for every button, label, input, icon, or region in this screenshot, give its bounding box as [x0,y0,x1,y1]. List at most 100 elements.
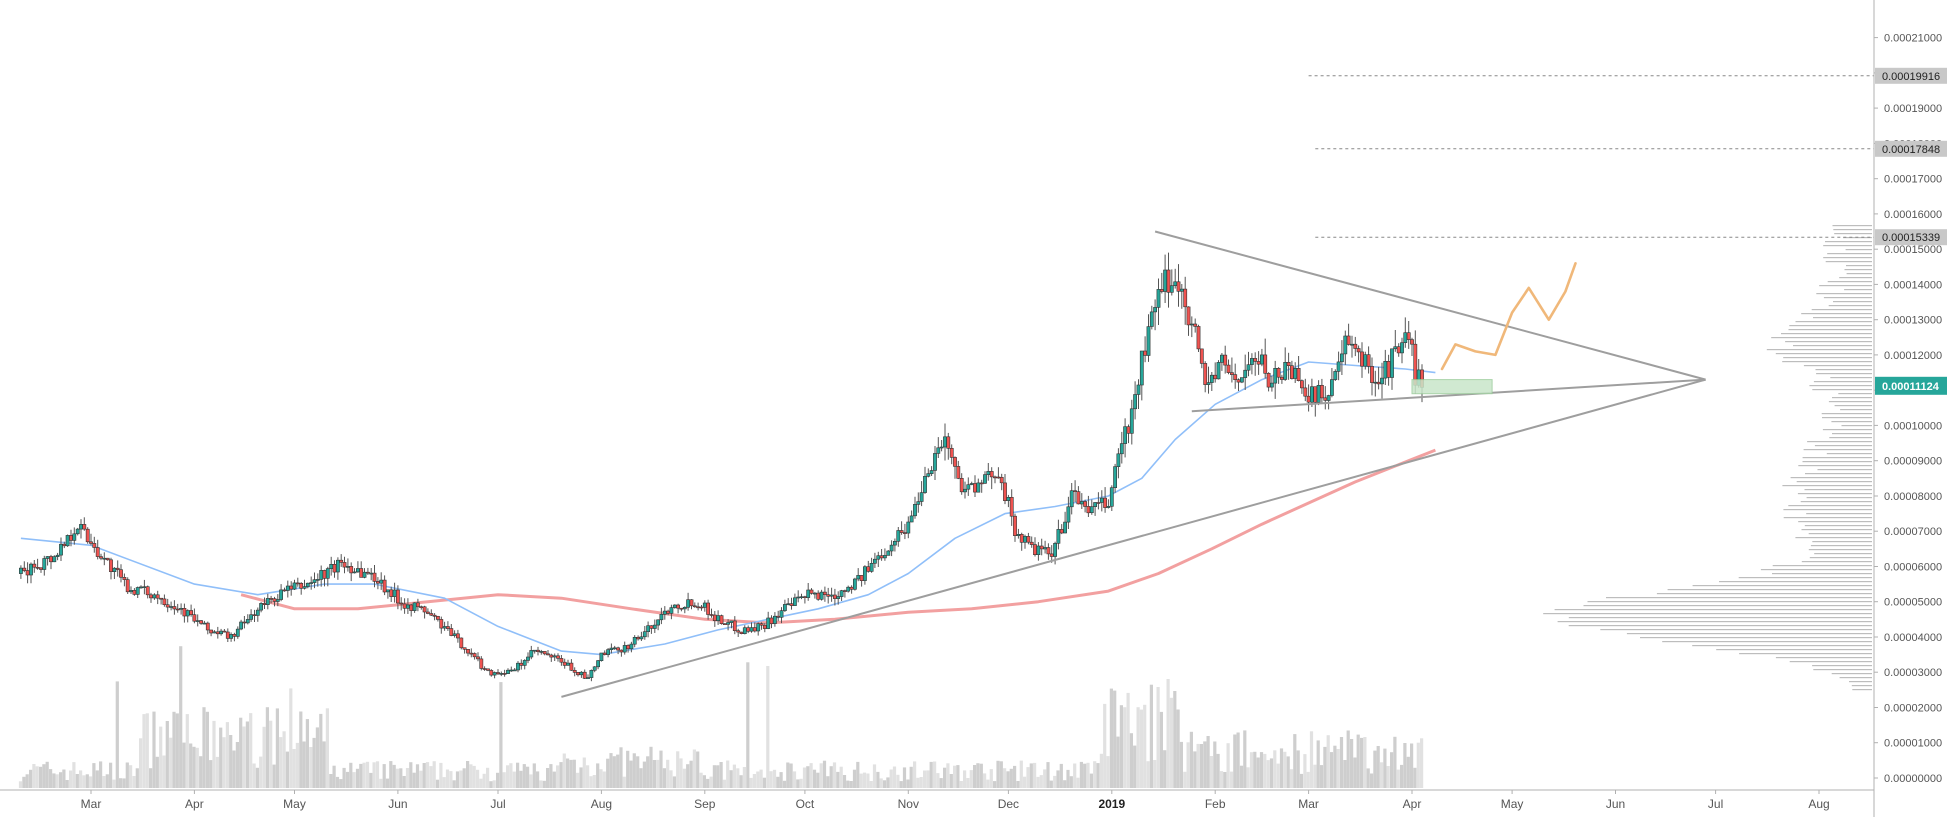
candle-body [512,669,517,672]
volume-bar [1183,771,1187,788]
candle-body [669,607,674,614]
candle-body [1189,323,1194,326]
volume-profile-bar [1554,609,1872,611]
candle-body [859,575,864,582]
volume-profile-bar [1781,333,1872,335]
candle-body [35,566,40,569]
candle-body [155,594,160,599]
volume-profile-bar [1805,473,1872,475]
candle-body [72,533,77,541]
volume-bar [1136,707,1140,788]
volume-profile-bar [1606,597,1872,599]
volume-bar [1410,743,1414,788]
candle-body [876,555,881,560]
volume-bar [425,762,430,788]
candle-body [179,607,184,610]
candle-body [872,558,877,564]
volume-bar [1346,730,1350,788]
trendline-triangle-upper[interactable] [1154,230,1706,381]
volume-bar [799,778,803,788]
volume-bar [229,735,233,788]
volume-bar [1126,692,1130,788]
volume-bar [1279,748,1284,788]
candle-body [1303,387,1308,397]
candle-body [1246,364,1251,371]
candle-body [959,477,964,493]
volume-bar [1109,688,1113,788]
support-zone[interactable] [1411,379,1493,395]
volume-profile-bar [1788,505,1872,507]
volume-bar [832,762,837,788]
trendline-triangle-lower[interactable] [1191,378,1706,413]
level-label: 0.00015339 [1882,232,1940,244]
volume-bar [1099,753,1103,788]
candle-body [1163,269,1168,292]
candle-body [232,634,237,637]
candle-body [102,557,107,560]
price-tick-label: 0.00009000 [1884,456,1942,468]
volume-profile-bar [1851,685,1872,687]
volume-bar [632,753,636,788]
candle-body [712,614,717,621]
volume-profile-bar [1782,361,1872,363]
candle-body [589,669,594,678]
volume-profile-bar [1813,317,1872,319]
volume-bar [269,720,273,788]
candle-body [646,625,651,633]
candle-body [1113,466,1118,489]
candle-body [666,610,671,614]
candle-body [636,636,641,640]
volume-bar [52,773,56,788]
volume-bar [439,762,443,788]
candle-body [799,596,804,599]
volume-bar [492,780,496,788]
price-axis[interactable]: 0.000210000.000200000.000190000.00018000… [1873,0,1947,817]
volume-bar [165,721,169,788]
volume-bar [75,774,79,788]
projection-path[interactable] [1440,261,1577,371]
trendline-ascending-support[interactable] [561,378,1706,698]
volume-bar [702,775,706,788]
volume-bar [869,781,873,788]
candle-body [382,579,387,593]
volume-bar [983,773,987,788]
price-tick-label: 0.00012000 [1884,350,1942,362]
volume-bar [1066,769,1070,788]
candle-body [1129,408,1134,434]
candle-body [18,567,23,574]
candle-body [689,599,694,607]
volume-bar [1393,736,1397,788]
volume-profile-bar [1812,665,1872,667]
volume-profile-bar [1775,657,1872,659]
volume-bar [1313,764,1317,788]
volume-bar [999,761,1003,788]
candle-body [779,610,784,618]
volume-profile-bar [1801,313,1872,315]
volume-bar [779,772,783,788]
volume-bar [739,775,743,788]
time-axis[interactable]: Mar Apr May Jun Jul Aug Sep Oct Nov Dec 2019 Feb Mar… [0,789,1874,811]
candle-body [49,556,53,563]
volume-bar [1376,746,1380,788]
volume-bar [729,770,733,788]
candle-body [716,615,721,621]
volume-bar [722,779,726,788]
volume-bar [199,756,203,788]
candle-body [969,483,974,485]
volume-profile-bar [1813,381,1872,383]
volume-bar [639,768,643,788]
volume-bar [1406,756,1410,788]
candle-body [996,476,1001,479]
volume-bar [422,763,426,788]
candle-body [1096,502,1101,504]
candle-body [79,524,83,530]
time-tick-label: 2019 [1098,797,1125,811]
candle-body [459,637,464,649]
time-tick-label: Mar [81,797,102,811]
volume-bar [1353,757,1357,788]
candle-body [1196,326,1201,350]
volume-bar [1106,756,1110,788]
volume-bar [986,779,990,788]
